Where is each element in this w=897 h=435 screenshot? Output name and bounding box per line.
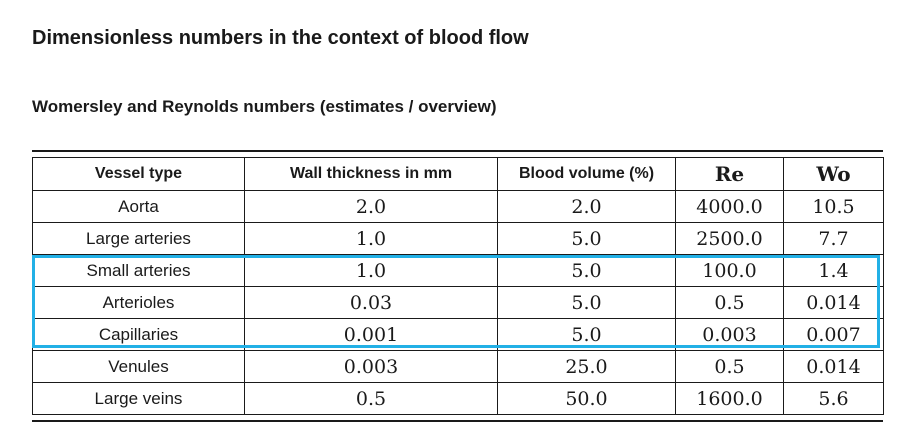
header-womersley: Wo (783, 157, 884, 191)
cell-vessel: Large veins (32, 382, 245, 415)
header-blood-volume: Blood volume (%) (497, 157, 676, 191)
header-vessel-type: Vessel type (32, 157, 245, 191)
cell-vessel: Aorta (32, 190, 245, 223)
cell-blood-volume: 25.0 (497, 350, 676, 383)
cell-wall-thickness: 0.001 (244, 318, 498, 351)
table-bottom-rule (32, 420, 883, 422)
cell-womersley: 5.6 (783, 382, 884, 415)
cell-womersley: 1.4 (783, 254, 884, 287)
cell-reynolds: 0.003 (675, 318, 784, 351)
cell-womersley: 10.5 (783, 190, 884, 223)
cell-reynolds: 0.5 (675, 286, 784, 319)
cell-wall-thickness: 2.0 (244, 190, 498, 223)
table-subtitle: Womersley and Reynolds numbers (estimate… (32, 97, 497, 116)
cell-wall-thickness: 0.5 (244, 382, 498, 415)
cell-vessel: Capillaries (32, 318, 245, 351)
cell-womersley: 0.007 (783, 318, 884, 351)
table-top-rule (32, 150, 883, 152)
cell-wall-thickness: 1.0 (244, 222, 498, 255)
blood-flow-table: Vessel type Wall thickness in mm Blood v… (32, 157, 884, 415)
table-row: Aorta 2.0 2.0 4000.0 10.5 (32, 190, 884, 223)
cell-reynolds: 100.0 (675, 254, 784, 287)
cell-reynolds: 0.5 (675, 350, 784, 383)
page-title: Dimensionless numbers in the context of … (32, 27, 529, 49)
table-row: Large arteries 1.0 5.0 2500.0 7.7 (32, 222, 884, 255)
cell-blood-volume: 5.0 (497, 254, 676, 287)
header-wall-thickness: Wall thickness in mm (244, 157, 498, 191)
cell-vessel: Arterioles (32, 286, 245, 319)
table-row: Large veins 0.5 50.0 1600.0 5.6 (32, 382, 884, 415)
cell-reynolds: 1600.0 (675, 382, 784, 415)
cell-vessel: Large arteries (32, 222, 245, 255)
cell-blood-volume: 5.0 (497, 286, 676, 319)
cell-wall-thickness: 0.03 (244, 286, 498, 319)
cell-wall-thickness: 0.003 (244, 350, 498, 383)
cell-womersley: 7.7 (783, 222, 884, 255)
cell-reynolds: 2500.0 (675, 222, 784, 255)
cell-blood-volume: 5.0 (497, 222, 676, 255)
cell-blood-volume: 50.0 (497, 382, 676, 415)
table-row: Small arteries 1.0 5.0 100.0 1.4 (32, 254, 884, 287)
table-row: Venules 0.003 25.0 0.5 0.014 (32, 350, 884, 383)
table-header-row: Vessel type Wall thickness in mm Blood v… (32, 157, 884, 191)
header-reynolds: Re (675, 157, 784, 191)
cell-vessel: Venules (32, 350, 245, 383)
cell-blood-volume: 5.0 (497, 318, 676, 351)
cell-blood-volume: 2.0 (497, 190, 676, 223)
table-row: Capillaries 0.001 5.0 0.003 0.007 (32, 318, 884, 351)
table-row: Arterioles 0.03 5.0 0.5 0.014 (32, 286, 884, 319)
cell-reynolds: 4000.0 (675, 190, 784, 223)
cell-vessel: Small arteries (32, 254, 245, 287)
cell-wall-thickness: 1.0 (244, 254, 498, 287)
cell-womersley: 0.014 (783, 286, 884, 319)
cell-womersley: 0.014 (783, 350, 884, 383)
